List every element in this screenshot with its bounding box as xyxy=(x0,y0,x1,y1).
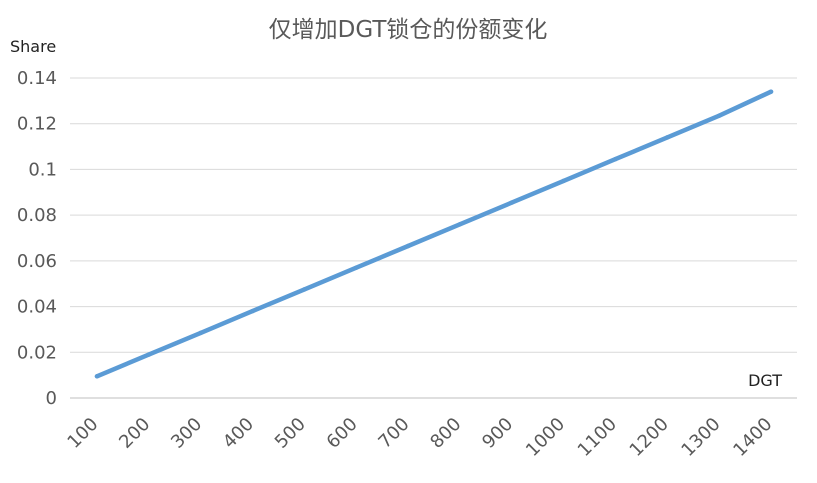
y-tick-label: 0 xyxy=(46,388,57,409)
y-axis-label: Share xyxy=(10,37,56,56)
y-tick-label: 0.06 xyxy=(17,251,57,272)
series-group xyxy=(94,89,774,379)
data-point xyxy=(561,178,566,184)
x-axis-label: DGT xyxy=(748,371,782,390)
x-tick-label: 400 xyxy=(219,414,258,453)
y-tick-label: 0.08 xyxy=(17,205,57,226)
x-tick-label: 1300 xyxy=(677,414,724,461)
x-tick-label: 600 xyxy=(323,414,362,453)
data-point xyxy=(198,330,203,336)
x-tick-label: 1100 xyxy=(574,414,621,461)
data-point xyxy=(768,89,774,94)
x-tick-label: 100 xyxy=(63,414,102,453)
x-tick-label: 800 xyxy=(426,414,465,453)
data-point xyxy=(716,113,722,118)
y-tick-label: 0.1 xyxy=(28,159,57,180)
x-tick-label: 200 xyxy=(115,414,154,453)
series-line xyxy=(94,89,774,379)
data-point xyxy=(509,200,515,205)
data-point xyxy=(353,265,359,270)
gridlines xyxy=(70,77,797,399)
data-point xyxy=(665,135,670,140)
x-tick-label: 900 xyxy=(478,414,517,453)
chart-title: 仅增加DGT锁仓的份额变化 xyxy=(269,17,548,43)
data-point xyxy=(457,222,463,227)
x-tick-label: 1200 xyxy=(626,414,673,461)
x-tick-label: 300 xyxy=(167,414,206,453)
x-tick-label: 700 xyxy=(374,414,413,453)
y-tick-labels: 0 0.02 0.04 0.06 0.08 0.1 0.12 0.14 xyxy=(17,68,57,409)
x-tick-label: 1000 xyxy=(522,414,569,461)
x-tick-label: 1400 xyxy=(729,414,776,461)
data-point xyxy=(613,156,618,162)
data-point xyxy=(302,287,307,292)
data-point xyxy=(405,243,411,249)
x-tick-label: 500 xyxy=(271,414,310,453)
data-point xyxy=(94,374,100,379)
data-point xyxy=(250,308,255,314)
y-tick-label: 0.02 xyxy=(17,342,57,363)
y-tick-label: 0.12 xyxy=(17,114,57,135)
x-tick-labels: 100 200 300 400 500 600 700 800 900 1000 1100 1200 1… xyxy=(63,414,776,461)
y-tick-label: 0.14 xyxy=(17,68,57,89)
y-tick-label: 0.04 xyxy=(17,297,57,318)
data-point xyxy=(146,352,152,357)
